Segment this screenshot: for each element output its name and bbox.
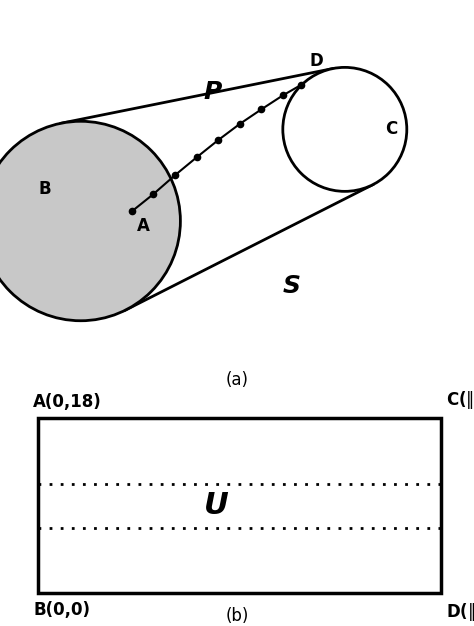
Text: A(0,18): A(0,18): [33, 393, 102, 411]
Text: D: D: [310, 52, 324, 70]
Text: C: C: [385, 120, 398, 138]
Text: B: B: [38, 180, 51, 198]
Text: $\boldsymbol{S}$: $\boldsymbol{S}$: [282, 274, 300, 298]
Text: $\boldsymbol{P}$: $\boldsymbol{P}$: [203, 80, 223, 104]
Text: (b): (b): [225, 607, 249, 625]
Circle shape: [283, 68, 407, 192]
Text: B(0,0): B(0,0): [33, 601, 90, 619]
Text: D($\|\boldsymbol{P}\|$,0): D($\|\boldsymbol{P}\|$,0): [446, 601, 474, 623]
Text: C($\|\boldsymbol{P}\|$,18): C($\|\boldsymbol{P}\|$,18): [446, 389, 474, 411]
Text: A: A: [137, 217, 150, 235]
Circle shape: [0, 121, 181, 321]
Text: (a): (a): [226, 371, 248, 389]
Text: $\boldsymbol{U}$: $\boldsymbol{U}$: [202, 491, 229, 520]
Bar: [38, 418, 441, 593]
